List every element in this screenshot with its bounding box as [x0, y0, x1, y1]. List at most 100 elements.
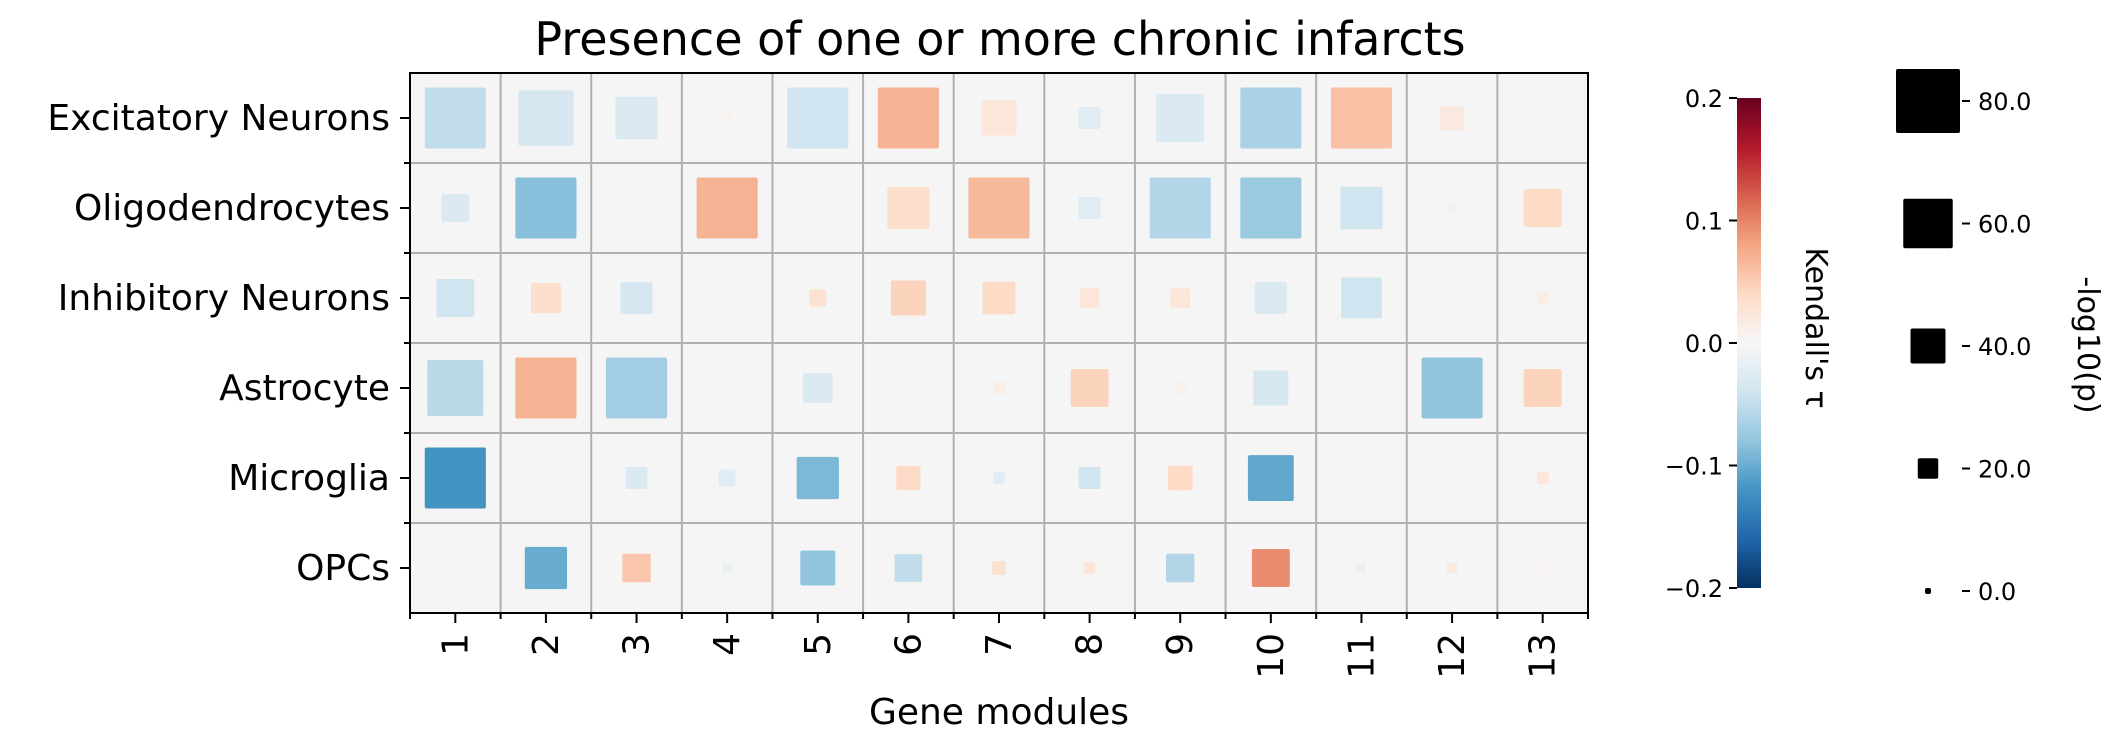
heatmap-cell — [982, 281, 1016, 315]
heatmap-cell — [722, 113, 732, 123]
y-tick-label: Astrocyte — [219, 368, 390, 409]
x-tick-label: 5 — [798, 633, 839, 656]
x-tick-label: 9 — [1160, 633, 1201, 656]
x-tick-label: 13 — [1523, 633, 1564, 679]
heatmap-cell — [515, 357, 577, 419]
heatmap-cell — [1341, 277, 1382, 319]
heatmap-cell — [515, 177, 577, 239]
heatmap-cell — [802, 373, 833, 403]
heatmap-cell — [427, 359, 484, 417]
heatmap-cell — [1340, 186, 1383, 230]
heatmap-cell — [1078, 197, 1101, 219]
heatmap-cell — [1070, 369, 1109, 407]
heatmap-cell — [800, 550, 836, 586]
heatmap-cell — [981, 100, 1017, 136]
chart-title: Presence of one or more chronic infarcts — [534, 12, 1465, 66]
x-tick-label: 10 — [1251, 633, 1292, 679]
heatmap-cell — [1447, 203, 1457, 213]
heatmap-cell — [1079, 288, 1100, 308]
y-tick-label: Oligodendrocytes — [74, 188, 390, 229]
heatmap-cell — [993, 382, 1005, 394]
y-tick-label: Microglia — [228, 458, 390, 499]
heatmap-cell — [625, 467, 648, 489]
heatmap-cell — [622, 553, 651, 583]
x-tick-label: 6 — [888, 633, 929, 656]
y-tick-label: Inhibitory Neurons — [58, 278, 390, 319]
heatmap-cell — [696, 177, 758, 239]
heatmap-cell — [605, 357, 668, 419]
grid-lines — [410, 73, 1588, 613]
heatmap-cell — [518, 90, 574, 146]
x-tick-label: 4 — [707, 633, 748, 656]
y-tick-label: OPCs — [296, 548, 390, 589]
heatmap-cell — [1078, 107, 1101, 129]
size-legend-label: -log10(p) — [2070, 276, 2105, 413]
heatmap-cell — [1247, 455, 1294, 501]
heatmap-cell — [620, 281, 653, 315]
heatmap-cell — [530, 283, 561, 313]
heatmap-cell — [1440, 105, 1465, 131]
heatmap-cell — [968, 177, 1030, 239]
size-legend-tick-label: 0.0 — [1978, 578, 2016, 606]
size-legend-marker — [1896, 69, 1960, 133]
heatmap-cell — [1078, 467, 1101, 489]
colorbar-tick-label: 0.2 — [1685, 85, 1723, 113]
colorbar — [1737, 98, 1761, 588]
heatmap-cell — [813, 203, 822, 213]
heatmap-cell — [722, 383, 732, 393]
x-axis-ticks: 1 2 3 4 5 6 7 8 9 10 11 12 13 — [409, 613, 1589, 679]
heatmap-cell — [1254, 281, 1287, 315]
colorbar-ticks: 0.2 0.1 0.0 −0.1 −0.2 — [1665, 85, 1737, 603]
x-tick-label: 3 — [617, 633, 658, 656]
heatmap-cell — [1523, 369, 1562, 407]
colorbar-tick-label: 0.1 — [1685, 208, 1723, 236]
heatmap-cells — [424, 87, 1562, 590]
heatmap-cell — [718, 469, 736, 487]
size-legend-marker — [1903, 198, 1953, 249]
y-tick-label: Excitatory Neurons — [47, 98, 390, 139]
heatmap-cell — [887, 186, 930, 230]
colorbar-tick-label: −0.1 — [1665, 453, 1723, 481]
size-legend-marker — [1925, 588, 1931, 594]
x-tick-label: 12 — [1432, 633, 1473, 679]
heatmap-cell — [615, 96, 658, 140]
heatmap-cell — [993, 472, 1005, 484]
colorbar-label: Kendall's τ — [1798, 247, 1833, 408]
size-legend: 80.0 60.0 40.0 20.0 0.0 — [1896, 69, 2031, 606]
heatmap-cell — [1240, 177, 1302, 239]
size-legend-marker — [1917, 458, 1939, 479]
heatmap-cell — [1523, 189, 1562, 227]
x-tick-label: 8 — [1070, 633, 1111, 656]
heatmap-cell — [1174, 382, 1186, 394]
heatmap-cell — [992, 561, 1006, 575]
heatmap-cell — [424, 87, 486, 149]
heatmap-cell — [1357, 474, 1366, 482]
heatmap-cell — [424, 447, 486, 509]
x-axis-label: Gene modules — [869, 692, 1129, 733]
size-legend-tick-label: 20.0 — [1978, 456, 2031, 484]
heatmap-cell — [896, 465, 921, 491]
heatmap-cell — [1149, 177, 1211, 239]
x-tick-label: 7 — [979, 633, 1020, 656]
heatmap-cell — [1421, 357, 1483, 419]
heatmap-cell — [787, 87, 849, 149]
x-tick-label: 1 — [435, 633, 476, 656]
heatmap-cell — [436, 279, 475, 317]
size-legend-tick-label: 60.0 — [1978, 211, 2031, 239]
x-tick-label: 11 — [1341, 633, 1382, 679]
y-axis-ticks: Excitatory Neurons Oligodendrocytes Inhibi… — [47, 98, 410, 589]
heatmap-cell — [1167, 465, 1193, 491]
colorbar-tick-label: −0.2 — [1665, 575, 1723, 603]
heatmap-cell — [877, 87, 939, 149]
heatmap-cell — [722, 563, 732, 573]
heatmap-cell — [1356, 563, 1367, 573]
heatmap-cell — [1538, 563, 1548, 573]
colorbar-tick-label: 0.0 — [1685, 330, 1723, 358]
heatmap-cell — [1165, 553, 1195, 583]
heatmap-cell — [1536, 292, 1549, 304]
heatmap-cell — [903, 382, 914, 394]
heatmap-cell — [1536, 472, 1549, 484]
size-legend-tick-label: 40.0 — [1978, 333, 2031, 361]
heatmap-cell — [524, 546, 568, 590]
